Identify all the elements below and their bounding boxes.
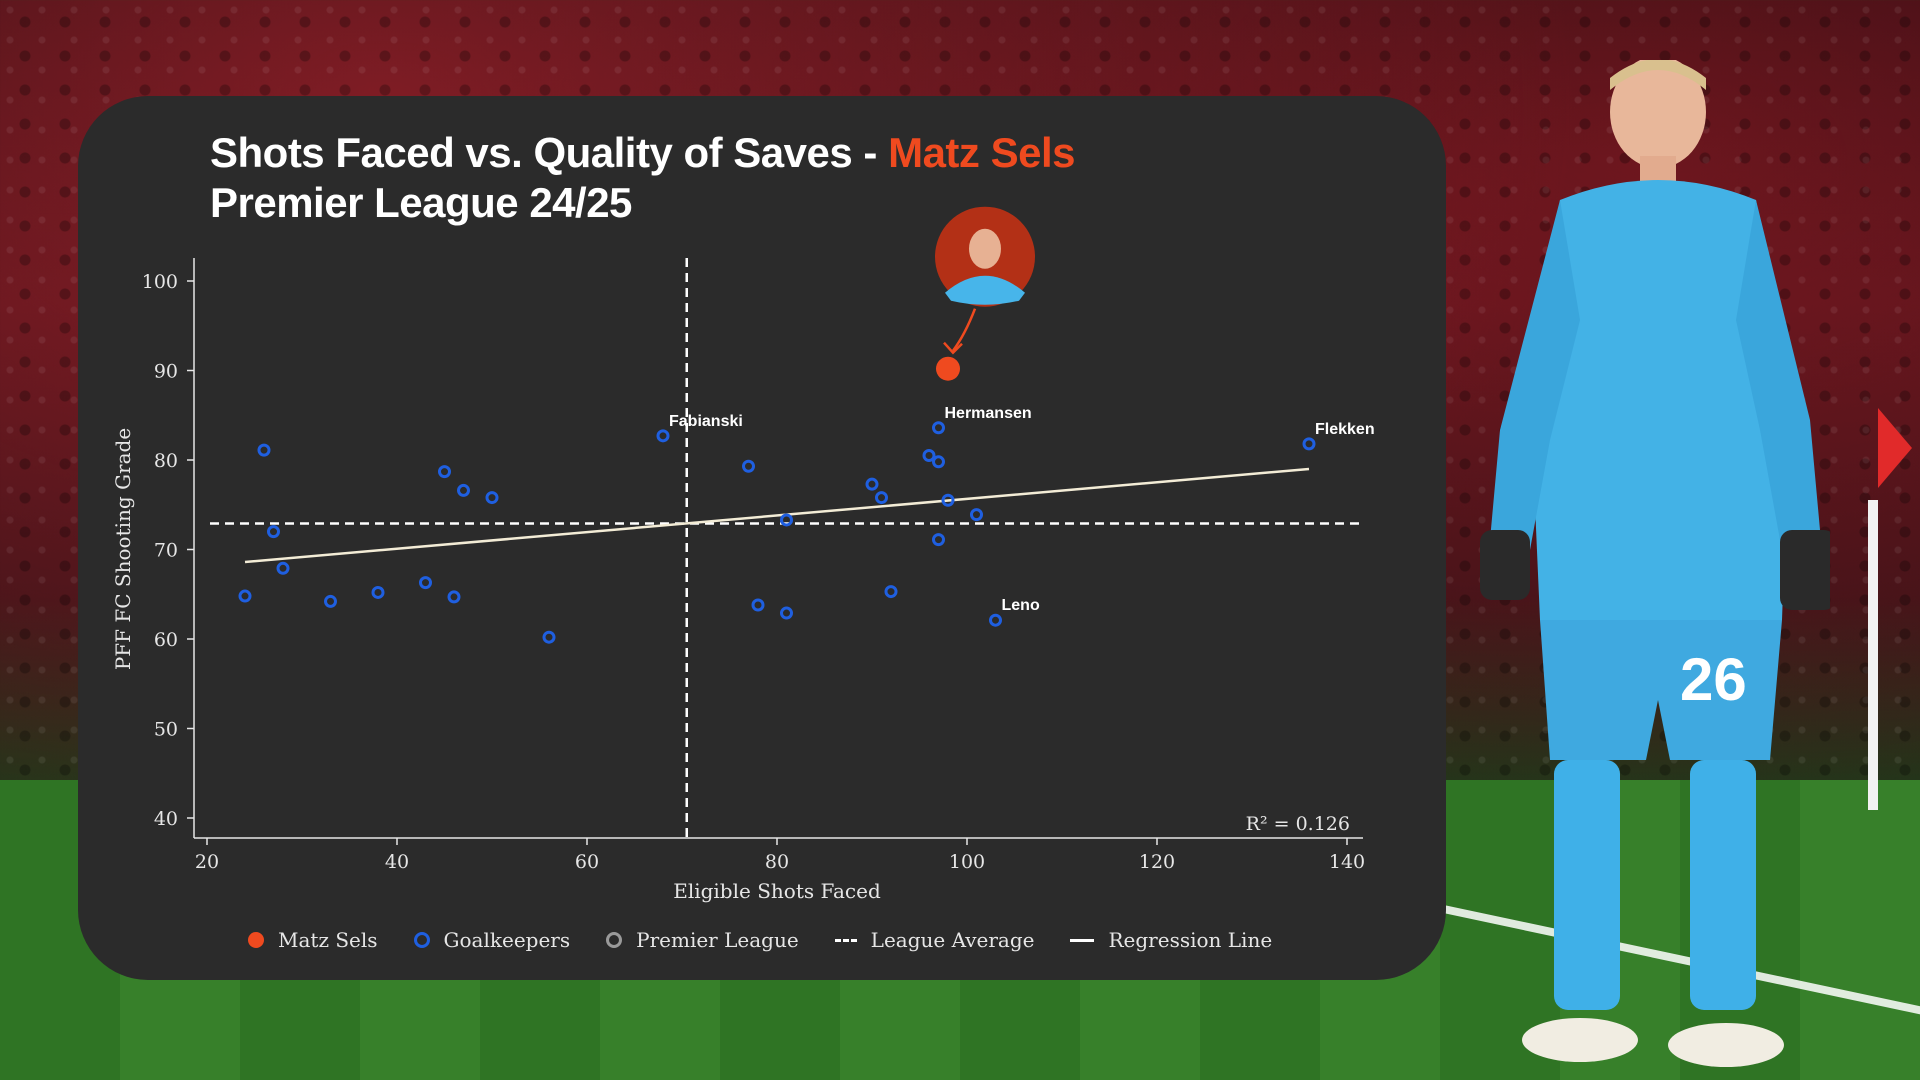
goalkeeper-point bbox=[751, 598, 765, 612]
legend-item-premier-league: Premier League bbox=[606, 928, 799, 952]
goalkeeper-points: Fabianski Hermansen Leno Flekken bbox=[238, 405, 1375, 644]
svg-text:26: 26 bbox=[1680, 646, 1747, 713]
chart-subtitle: Premier League 24/25 bbox=[210, 179, 632, 226]
goalkeeper-point bbox=[371, 585, 385, 599]
x-tick-label: 40 bbox=[385, 851, 409, 873]
legend-label: Premier League bbox=[636, 928, 799, 952]
legend-symbol-matz-sels bbox=[248, 932, 264, 948]
goalkeeper-point bbox=[780, 606, 793, 620]
avatar-shirt bbox=[945, 275, 1025, 305]
y-tick-label: 100 bbox=[142, 271, 178, 293]
goalkeeper-point bbox=[267, 525, 280, 539]
legend-item-league-average: League Average bbox=[834, 928, 1035, 952]
goalkeeper-point bbox=[875, 491, 888, 505]
legend-symbol-premier-league bbox=[606, 932, 623, 948]
goalkeeper-point bbox=[742, 459, 755, 473]
r-squared-annotation: R² = 0.126 bbox=[1246, 813, 1350, 835]
corner-flag-pole bbox=[1868, 500, 1878, 810]
goalkeeper-point bbox=[932, 455, 945, 469]
goalkeeper-point bbox=[438, 465, 451, 479]
goalkeeper-point bbox=[1302, 437, 1316, 451]
goalkeeper-point bbox=[447, 590, 461, 604]
goalkeeper-point bbox=[457, 483, 470, 497]
goalkeeper-point bbox=[542, 630, 556, 644]
y-tick-label: 90 bbox=[154, 361, 178, 383]
x-tick-label: 100 bbox=[949, 851, 985, 873]
goalkeeper-point bbox=[932, 533, 945, 547]
goalkeeper-point bbox=[865, 477, 879, 491]
highlight-group bbox=[935, 206, 1035, 381]
goalkeeper-point bbox=[656, 429, 670, 443]
y-tick-label: 80 bbox=[154, 450, 178, 472]
legend-label: Goalkeepers bbox=[443, 928, 571, 952]
y-tick-label: 50 bbox=[154, 719, 178, 741]
chart-title: Shots Faced vs. Quality of Saves - Matz … bbox=[210, 128, 1075, 228]
legend-item-regression-line: Regression Line bbox=[1070, 928, 1272, 952]
y-tick-label: 60 bbox=[154, 629, 178, 651]
x-tick-label: 20 bbox=[195, 851, 219, 873]
goalkeeper-point bbox=[324, 594, 337, 608]
goalkeeper-point bbox=[257, 443, 271, 457]
legend-symbol-league-average bbox=[834, 938, 857, 942]
goalkeeper-point-label: Fabianski bbox=[669, 413, 743, 430]
goalkeeper-point bbox=[884, 585, 898, 599]
legend-symbol-goalkeepers bbox=[413, 932, 430, 948]
x-tick-label: 80 bbox=[765, 851, 789, 873]
goalkeeper-point bbox=[941, 493, 955, 507]
corner-flag bbox=[1878, 408, 1912, 488]
legend-item-matz-sels: Matz Sels bbox=[248, 928, 378, 952]
x-tick-label: 120 bbox=[1139, 851, 1175, 873]
x-axis-ticks: 20 40 60 80 100 120 140 bbox=[195, 838, 1365, 873]
goalkeeper-point bbox=[932, 421, 945, 435]
legend-item-goalkeepers: Goalkeepers bbox=[413, 928, 571, 952]
callout-arrow-head bbox=[943, 341, 963, 355]
goalkeeper-point-label: Leno bbox=[1002, 597, 1040, 614]
callout-arrow bbox=[951, 308, 977, 352]
goalkeeper-point bbox=[989, 613, 1002, 627]
y-tick-label: 70 bbox=[154, 540, 178, 562]
goalkeeper-point bbox=[780, 513, 793, 527]
goalkeeper-point-label: Flekken bbox=[1315, 421, 1375, 438]
goalkeeper-point bbox=[276, 561, 290, 575]
goalkeeper-point bbox=[419, 576, 432, 590]
avatar-head bbox=[969, 228, 1001, 269]
chart-legend: Matz Sels Goalkeepers Premier League Lea… bbox=[248, 924, 1308, 956]
matz-sels-point bbox=[936, 356, 960, 381]
goalkeeper-point bbox=[238, 589, 252, 603]
goalkeeper-point bbox=[970, 508, 983, 522]
regression-line bbox=[244, 467, 1310, 564]
goalkeeper-point bbox=[485, 491, 499, 505]
goalkeeper-player-image: 26 bbox=[1480, 60, 1830, 1067]
goalkeeper-point-label: Hermansen bbox=[945, 405, 1032, 422]
legend-label: Regression Line bbox=[1108, 928, 1273, 952]
title-prefix: Shots Faced vs. Quality of Saves - bbox=[210, 129, 889, 176]
legend-label: Matz Sels bbox=[278, 928, 378, 952]
y-tick-label: 40 bbox=[154, 808, 178, 830]
y-axis-label: PFF FC Shooting Grade bbox=[111, 428, 135, 670]
x-tick-label: 60 bbox=[575, 851, 599, 873]
legend-symbol-regression-line bbox=[1070, 938, 1095, 942]
x-tick-label: 140 bbox=[1329, 851, 1365, 873]
chart-card bbox=[78, 96, 1446, 980]
x-axis-label: Eligible Shots Faced bbox=[673, 879, 881, 903]
goalkeeper-point bbox=[922, 449, 936, 463]
y-axis-ticks: 40 50 60 70 80 90 100 bbox=[142, 271, 194, 830]
title-player-name: Matz Sels bbox=[888, 129, 1075, 176]
legend-label: League Average bbox=[870, 928, 1035, 952]
